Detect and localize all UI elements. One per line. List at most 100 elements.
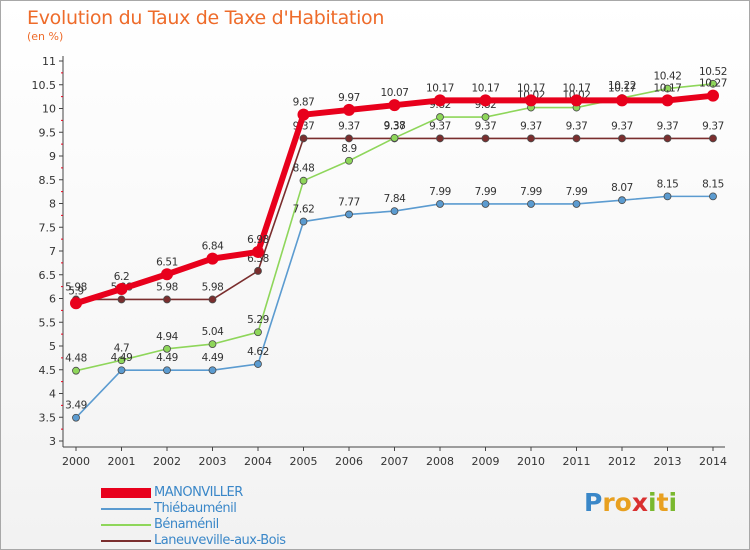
data-point-benamenil xyxy=(163,344,171,353)
data-label-laneuveville-aux-bois: 9.37 xyxy=(611,120,633,132)
data-label-manonviller: 5.9 xyxy=(68,285,84,297)
data-label-thiebaumenil: 4.49 xyxy=(202,352,224,364)
data-point-laneuveville-aux-bois xyxy=(618,134,626,143)
data-point-thiebaumenil xyxy=(709,192,717,201)
data-label-laneuveville-aux-bois: 9.37 xyxy=(566,120,588,132)
data-point-benamenil xyxy=(436,113,444,121)
data-label-benamenil: 8.48 xyxy=(293,163,315,175)
data-point-thiebaumenil xyxy=(72,413,80,422)
y-tick-label: 6.5 xyxy=(39,269,57,282)
data-point-laneuveville-aux-bois xyxy=(345,134,353,143)
legend-label: Bénaménil xyxy=(154,517,219,532)
data-label-benamenil: 5.29 xyxy=(247,314,269,326)
x-tick-label: 2005 xyxy=(290,455,318,468)
legend-label: Thiébauménil xyxy=(154,501,237,516)
data-point-benamenil xyxy=(709,79,717,88)
data-label-laneuveville-aux-bois: 9.37 xyxy=(384,120,406,132)
data-point-laneuveville-aux-bois xyxy=(254,267,262,275)
data-point-thiebaumenil xyxy=(299,217,308,226)
data-label-manonviller: 10.17 xyxy=(517,82,545,94)
legend-label: MANONVILLER xyxy=(154,485,243,500)
data-label-benamenil: 10.22 xyxy=(608,80,636,92)
data-point-thiebaumenil xyxy=(436,200,444,208)
data-point-thiebaumenil xyxy=(572,200,581,208)
data-point-manonviller xyxy=(479,94,492,107)
data-point-benamenil xyxy=(208,340,217,349)
data-point-laneuveville-aux-bois xyxy=(663,134,672,143)
data-point-thiebaumenil xyxy=(390,207,399,216)
logo-letter: r xyxy=(602,488,615,517)
data-label-manonviller: 6.98 xyxy=(247,234,269,246)
data-label-laneuveville-aux-bois: 9.37 xyxy=(702,120,724,132)
data-label-manonviller: 6.2 xyxy=(114,271,130,283)
data-point-benamenil xyxy=(72,366,80,375)
legend-swatch xyxy=(101,540,151,542)
data-point-laneuveville-aux-bois xyxy=(481,134,490,143)
y-tick-label: 3 xyxy=(49,435,56,448)
data-label-manonviller: 6.84 xyxy=(202,241,224,253)
data-label-thiebaumenil: 8.07 xyxy=(611,182,633,194)
data-label-thiebaumenil: 7.84 xyxy=(384,193,406,205)
data-point-laneuveville-aux-bois xyxy=(117,295,126,304)
data-label-benamenil: 4.48 xyxy=(65,353,87,365)
x-tick-label: 2014 xyxy=(699,455,727,468)
y-tick-label: 10.5 xyxy=(32,79,57,92)
data-point-manonviller xyxy=(297,108,310,121)
data-label-benamenil: 9.38 xyxy=(384,120,406,132)
legend-label: Laneuveville-aux-Bois xyxy=(154,533,286,548)
data-label-thiebaumenil: 4.49 xyxy=(111,352,133,364)
y-tick-label: 5 xyxy=(49,340,56,353)
data-point-benamenil xyxy=(663,84,672,93)
x-tick-label: 2003 xyxy=(199,455,227,468)
data-label-manonviller: 10.07 xyxy=(380,87,408,99)
data-label-thiebaumenil: 8.15 xyxy=(702,178,724,190)
data-point-manonviller xyxy=(388,99,401,112)
y-tick-label: 7 xyxy=(49,245,56,258)
data-label-manonviller: 10.17 xyxy=(426,82,454,94)
data-point-thiebaumenil xyxy=(345,210,353,219)
x-tick-label: 2008 xyxy=(426,455,454,468)
x-tick-label: 2013 xyxy=(654,455,682,468)
data-point-thiebaumenil xyxy=(208,366,217,375)
data-label-manonviller: 6.51 xyxy=(156,256,178,268)
data-point-thiebaumenil xyxy=(618,196,626,205)
data-label-manonviller: 10.27 xyxy=(699,78,727,90)
data-point-manonviller xyxy=(661,94,674,107)
data-label-laneuveville-aux-bois: 5.98 xyxy=(202,281,224,293)
chart-title: Evolution du Taux de Taxe d'Habitation xyxy=(27,7,385,29)
data-label-laneuveville-aux-bois: 5.98 xyxy=(65,281,87,293)
data-label-thiebaumenil: 4.62 xyxy=(247,346,269,358)
data-point-laneuveville-aux-bois xyxy=(572,134,581,143)
proxiti-logo: Proxiti xyxy=(584,488,677,517)
data-point-thiebaumenil xyxy=(527,200,535,208)
y-tick-label: 8 xyxy=(49,198,56,211)
legend-swatch xyxy=(101,488,151,498)
y-tick-label: 8.5 xyxy=(39,174,57,187)
data-label-thiebaumenil: 7.99 xyxy=(566,186,588,198)
data-label-thiebaumenil: 4.49 xyxy=(156,352,178,364)
legend-swatch xyxy=(101,508,151,510)
x-tick-label: 2009 xyxy=(472,455,500,468)
data-point-benamenil xyxy=(345,156,353,165)
data-label-laneuveville-aux-bois: 9.37 xyxy=(657,120,679,132)
data-point-benamenil xyxy=(254,328,262,337)
data-label-manonviller: 10.17 xyxy=(562,82,590,94)
data-label-thiebaumenil: 3.49 xyxy=(65,400,87,412)
data-label-benamenil: 4.94 xyxy=(156,331,178,343)
x-tick-label: 2011 xyxy=(563,455,591,468)
logo-letter: i xyxy=(668,488,678,517)
data-label-benamenil: 4.7 xyxy=(114,342,130,354)
data-label-manonviller: 9.97 xyxy=(338,92,360,104)
data-label-thiebaumenil: 7.99 xyxy=(429,186,451,198)
data-point-manonviller xyxy=(707,89,719,102)
y-tick-label: 6 xyxy=(49,293,56,306)
data-label-benamenil: 10.42 xyxy=(653,71,681,83)
logo-letter: i xyxy=(648,488,657,517)
data-point-manonviller xyxy=(206,252,219,265)
y-tick-label: 7.5 xyxy=(39,221,57,234)
series-line-thiebaumenil xyxy=(75,195,714,419)
x-tick-label: 2001 xyxy=(108,455,136,468)
x-tick-label: 2012 xyxy=(608,455,636,468)
